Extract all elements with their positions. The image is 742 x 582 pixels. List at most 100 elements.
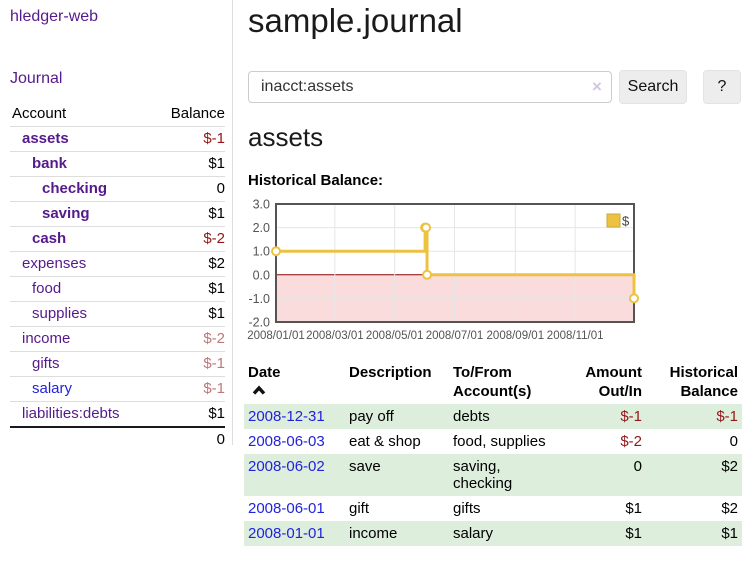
- svg-text:3.0: 3.0: [253, 198, 270, 212]
- account-link-salary[interactable]: salary: [32, 380, 73, 397]
- account-balance: $-1: [152, 376, 225, 402]
- account-row: gifts $-1: [10, 351, 225, 377]
- transaction-accounts: salary: [453, 525, 494, 542]
- account-link-assets[interactable]: assets: [22, 130, 69, 147]
- search-input[interactable]: [248, 71, 612, 103]
- help-button[interactable]: ?: [703, 70, 741, 104]
- transaction-accounts: debts: [453, 408, 490, 425]
- transaction-date-link[interactable]: 2008-06-02: [248, 458, 325, 475]
- sort-ascending-icon: [252, 382, 341, 401]
- account-balance: 0: [152, 176, 225, 202]
- account-link-gifts[interactable]: gifts: [32, 355, 60, 372]
- app-title-link[interactable]: hledger-web: [10, 8, 99, 25]
- transaction-amount: $-2: [620, 433, 642, 450]
- account-balance: $1: [152, 201, 225, 227]
- account-row: checking 0: [10, 176, 225, 202]
- transaction-balance: $-1: [716, 408, 738, 425]
- transaction-accounts: saving, checking: [453, 458, 513, 492]
- transaction-row: 2008-06-03 eat & shop food, supplies $-2…: [244, 429, 742, 454]
- transaction-row: 2008-12-31 pay off debts $-1 $-1: [244, 404, 742, 429]
- account-link-food[interactable]: food: [32, 280, 62, 297]
- chart-title-label: Historical Balance:: [248, 172, 384, 189]
- transaction-balance: 0: [729, 433, 738, 450]
- transaction-balance: $2: [721, 500, 738, 517]
- balance-column-header: Historical Balance: [669, 364, 738, 400]
- historical-balance-chart: 3.0 2.0 1.0 0.0 -1.0 -2.0 2008/01/01 2008/03/01…: [240, 196, 660, 350]
- transaction-date-link[interactable]: 2008-06-03: [248, 433, 325, 450]
- account-balance: $-1: [152, 351, 225, 377]
- transaction-date-link[interactable]: 2008-01-01: [248, 525, 325, 542]
- date-column-header[interactable]: Date: [244, 360, 345, 404]
- transaction-description: save: [349, 458, 381, 475]
- account-balance: $2: [152, 251, 225, 277]
- account-column-header: To/From Account(s): [453, 364, 532, 400]
- account-row: supplies $1: [10, 301, 225, 327]
- account-link-cash[interactable]: cash: [32, 230, 67, 247]
- account-row: assets $-1: [10, 126, 225, 152]
- register-header-row: Date Description To/From Account(s) Amou…: [244, 360, 742, 404]
- account-row: liabilities:debts $1: [10, 401, 225, 427]
- account-total-row: 0: [10, 426, 225, 452]
- transaction-date-link[interactable]: 2008-06-01: [248, 500, 325, 517]
- svg-text:2008/07/01: 2008/07/01: [426, 330, 484, 342]
- transaction-row: 2008-01-01 income salary $1 $1: [244, 521, 742, 546]
- account-balance: $1: [152, 401, 225, 427]
- transaction-row: 2008-06-02 save saving, checking 0 $2: [244, 454, 742, 496]
- clear-search-icon[interactable]: ×: [592, 77, 602, 96]
- description-column-header: Description: [349, 364, 432, 381]
- account-link-checking[interactable]: checking: [42, 180, 108, 197]
- account-link-income[interactable]: income: [22, 330, 71, 347]
- transaction-date-link[interactable]: 2008-12-31: [248, 408, 325, 425]
- account-row: cash $-2: [10, 226, 225, 252]
- account-row: salary $-1: [10, 376, 225, 402]
- account-row: income $-2: [10, 326, 225, 352]
- sidebar-item-journal[interactable]: Journal: [10, 70, 63, 87]
- transaction-balance: $1: [721, 525, 738, 542]
- register-table: Date Description To/From Account(s) Amou…: [244, 360, 742, 546]
- account-row: expenses $2: [10, 251, 225, 277]
- account-link-expenses[interactable]: expenses: [22, 255, 87, 272]
- account-balance-table: Account Balance assets $-1 bank $1 check…: [10, 102, 225, 452]
- transaction-amount: 0: [633, 458, 642, 475]
- account-balance: $1: [152, 276, 225, 302]
- svg-text:2008/03/01: 2008/03/01: [306, 330, 364, 342]
- account-row: bank $1: [10, 151, 225, 177]
- transaction-row: 2008-06-01 gift gifts $1 $2: [244, 496, 742, 521]
- svg-text:-1.0: -1.0: [248, 292, 270, 306]
- svg-text:1.0: 1.0: [253, 245, 270, 259]
- transaction-balance: $2: [721, 458, 738, 475]
- transaction-accounts: gifts: [453, 500, 481, 517]
- svg-text:2008/11/01: 2008/11/01: [547, 330, 604, 342]
- svg-text:2.0: 2.0: [253, 221, 270, 235]
- account-column-header: Account: [12, 105, 67, 122]
- sidebar: hledger-web Journal Account Balance asse…: [0, 0, 233, 452]
- transaction-accounts: food, supplies: [453, 433, 546, 450]
- svg-text:2008/05/01: 2008/05/01: [366, 330, 424, 342]
- transaction-description: eat & shop: [349, 433, 421, 450]
- account-balance: $-2: [152, 326, 225, 352]
- svg-text:0.0: 0.0: [253, 268, 270, 282]
- account-link-liabilities-debts[interactable]: liabilities:debts: [22, 405, 120, 422]
- balance-column-header: Balance: [170, 105, 225, 122]
- accounts-total-balance: 0: [152, 426, 225, 452]
- account-balance: $1: [152, 301, 225, 327]
- account-link-bank[interactable]: bank: [32, 155, 68, 172]
- account-table-header-row: Account Balance: [10, 102, 225, 127]
- svg-text:$: $: [622, 214, 630, 229]
- account-link-supplies[interactable]: supplies: [32, 305, 88, 322]
- svg-text:-2.0: -2.0: [248, 316, 270, 330]
- page-title: sample.journal: [248, 2, 463, 39]
- account-link-saving[interactable]: saving: [42, 205, 90, 222]
- transaction-amount: $1: [625, 525, 642, 542]
- transaction-amount: $1: [625, 500, 642, 517]
- svg-text:2008/01/01: 2008/01/01: [247, 330, 305, 342]
- account-balance: $-2: [152, 226, 225, 252]
- transaction-amount: $-1: [620, 408, 642, 425]
- transaction-description: gift: [349, 500, 370, 517]
- account-balance: $1: [152, 151, 225, 177]
- account-balance: $-1: [152, 126, 225, 152]
- account-row: saving $1: [10, 201, 225, 227]
- account-page-title: assets: [248, 122, 324, 152]
- search-button[interactable]: Search: [619, 70, 687, 104]
